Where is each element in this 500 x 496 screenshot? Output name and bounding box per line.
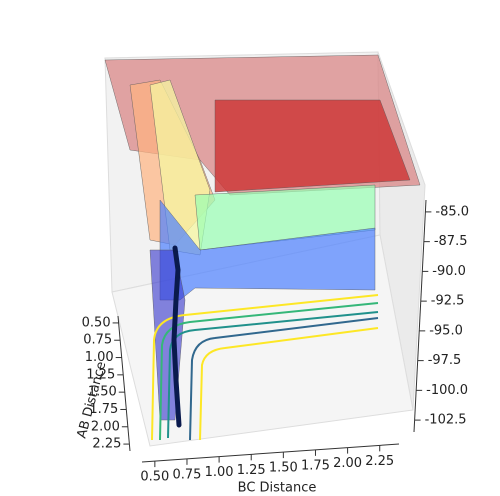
y-tick-label: 0.50 <box>140 470 169 485</box>
x-tick-label: 2.00 <box>91 419 120 434</box>
z-tick-label: -102.5 <box>425 413 467 428</box>
y-tick-label: 1.50 <box>269 461 298 476</box>
y-tick-label: 2.25 <box>365 454 394 469</box>
y-tick-label: 1.75 <box>301 458 330 473</box>
x-tick-label: 1.00 <box>85 350 114 365</box>
z-tick-label: -90.0 <box>432 264 466 279</box>
x-tick-label: 1.50 <box>88 385 117 400</box>
z-tick-label: -100.0 <box>426 383 468 398</box>
z-tick-label: -97.5 <box>428 353 462 368</box>
y-axis-line <box>141 443 400 463</box>
trajectory <box>171 245 182 428</box>
x-tick-label: 1.75 <box>89 402 118 417</box>
y-tick-label: 0.75 <box>172 467 201 482</box>
y-tick-label: 1.00 <box>205 465 234 480</box>
y-tick-label: 1.25 <box>237 463 266 478</box>
x-tick-label: 0.50 <box>82 315 111 330</box>
z-axis-line <box>413 199 427 433</box>
contours <box>151 294 379 441</box>
z-tick-label: -85.0 <box>435 204 469 219</box>
x-axis-line <box>117 315 131 452</box>
x-tick-label: 0.75 <box>83 333 112 348</box>
z-tick-label: -92.5 <box>431 294 465 309</box>
y-axis-label: BC Distance <box>238 481 317 496</box>
x-tick-label: 2.25 <box>92 437 121 452</box>
x-tick-label: 1.25 <box>86 367 115 382</box>
y-tick-label: 2.00 <box>333 456 362 471</box>
z-tick-label: -95.0 <box>429 323 463 338</box>
z-tick-label: -87.5 <box>434 234 468 249</box>
